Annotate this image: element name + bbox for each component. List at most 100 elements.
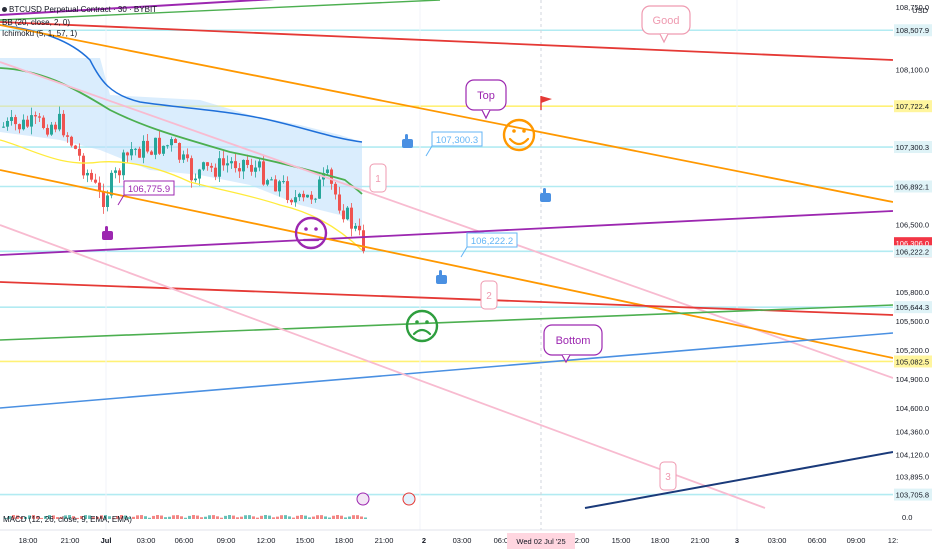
candle-body-31	[126, 152, 129, 156]
callout-bottom-tail	[561, 354, 571, 364]
macd-bar-15	[64, 515, 67, 519]
callout-bottom: Bottom	[543, 324, 603, 364]
candle-body-89	[358, 225, 361, 231]
currency-label: USD	[912, 6, 928, 15]
price-tick-10: 105,644.3	[896, 303, 929, 312]
price-tick-0: 108,750.0	[896, 3, 929, 12]
price-tick-8: 106,222.2	[896, 247, 929, 256]
macd-bar-70	[284, 515, 287, 519]
event-flag-icon	[402, 492, 416, 506]
price-badge-8	[894, 245, 932, 258]
candle-body-38	[154, 137, 157, 155]
macd-bar-22	[92, 517, 95, 519]
macd-bar-23	[96, 516, 99, 519]
candle-body-1	[6, 120, 9, 127]
macd-bar-21	[88, 515, 91, 519]
indicator-legend-bb[interactable]: BB (20, close, 2, 0)	[2, 18, 70, 27]
price-tick-5: 106,892.1	[896, 182, 929, 191]
candle-body-30	[122, 152, 125, 176]
label-106775: 106,775.9	[117, 180, 175, 206]
smiley-green-icon-eye-right	[425, 320, 429, 324]
macd-bar-6	[28, 515, 31, 519]
candle-body-88	[354, 225, 357, 229]
status-dot	[2, 7, 7, 13]
symbol-title: BTCUSD Perpetual Contract · 30 · BYBIT	[9, 5, 158, 14]
price-tick-14: 104,900.0	[896, 375, 929, 384]
hand-purple-icon-palm	[102, 231, 113, 240]
time-tick-18: 3	[735, 536, 739, 545]
candle-body-81	[326, 169, 329, 174]
macd-bar-12	[52, 515, 55, 519]
macd-bar-8	[36, 516, 39, 519]
macd-bar-33	[136, 515, 139, 519]
trend-red-top	[0, 21, 894, 61]
price-badge-10	[894, 301, 932, 314]
candle-body-32	[130, 149, 133, 156]
candle-body-74	[298, 193, 301, 198]
candle-body-7	[30, 115, 33, 127]
macd-bar-81	[328, 517, 331, 519]
macd-bar-45	[184, 517, 187, 519]
candle-body-67	[270, 179, 273, 181]
candle-body-4	[18, 124, 21, 130]
trend-pink-upper	[0, 61, 894, 379]
smiley-neutral-icon-face	[294, 216, 328, 250]
candle-body-64	[258, 161, 261, 168]
hand-blue-icon-1-finger	[405, 134, 408, 141]
macd-bar-35	[144, 516, 147, 519]
candle-body-70	[282, 181, 285, 183]
time-tick-9: 21:00	[375, 536, 394, 545]
indicator-legend-ichimoku[interactable]: Ichimoku (5, 1, 57, 1)	[2, 29, 77, 38]
candle-body-29	[118, 170, 121, 176]
candle-body-71	[286, 181, 289, 200]
time-tick-17: 21:00	[691, 536, 710, 545]
macd-bar-50	[204, 516, 207, 519]
candle-body-28	[114, 170, 117, 173]
macd-legend[interactable]: MACD (12, 26, close, 9, EMA, EMA)	[3, 515, 132, 524]
label-106775-box	[123, 180, 175, 196]
time-tick-1: 21:00	[61, 536, 80, 545]
macd-bar-68	[276, 516, 279, 519]
label-107300: 107,300.3	[425, 131, 483, 157]
price-badge-19	[894, 488, 932, 501]
candle-body-9	[38, 116, 41, 118]
price-tick-4: 107,300.3	[896, 143, 929, 152]
candle-body-40	[162, 145, 165, 154]
hand-blue-icon-2-palm	[540, 193, 551, 202]
candle-body-33	[134, 148, 137, 150]
macd-bar-82	[332, 515, 335, 519]
macd-bar-44	[180, 516, 183, 519]
macd-bar-77	[312, 516, 315, 519]
candle-body-43	[174, 139, 177, 144]
macd-bar-86	[348, 516, 351, 519]
macd-bar-64	[260, 515, 263, 519]
symbol-legend[interactable]: BTCUSD Perpetual Contract · 30 · BYBIT	[2, 5, 157, 14]
smiley-green-icon	[405, 309, 439, 343]
macd-zero-label: 0.0	[902, 513, 912, 522]
macd-bar-3	[16, 515, 19, 519]
label-106775-leader	[117, 194, 125, 206]
trend-purple-mid	[0, 210, 894, 256]
macd-bar-38	[156, 515, 159, 519]
tag-2-box	[480, 280, 498, 310]
hand-blue-icon-1-palm	[402, 139, 413, 148]
macd-bar-2	[12, 515, 15, 519]
candle-body-49	[198, 169, 201, 179]
smiley-orange-icon-eye-left	[512, 129, 516, 133]
trend-orange-lower	[0, 169, 894, 359]
tag-3-text: 3	[665, 472, 671, 483]
candle-body-68	[274, 179, 277, 192]
macd-bar-9	[40, 517, 43, 519]
candle-body-21	[86, 172, 89, 176]
smiley-green-icon-mouth	[412, 328, 432, 336]
macd-bar-31	[128, 517, 131, 519]
callout-good-tail	[659, 33, 669, 44]
candle-body-18	[74, 145, 77, 149]
candle-body-34	[138, 148, 141, 158]
macd-bar-60	[244, 515, 247, 519]
candle-body-51	[206, 162, 209, 166]
candle-body-50	[202, 162, 205, 170]
